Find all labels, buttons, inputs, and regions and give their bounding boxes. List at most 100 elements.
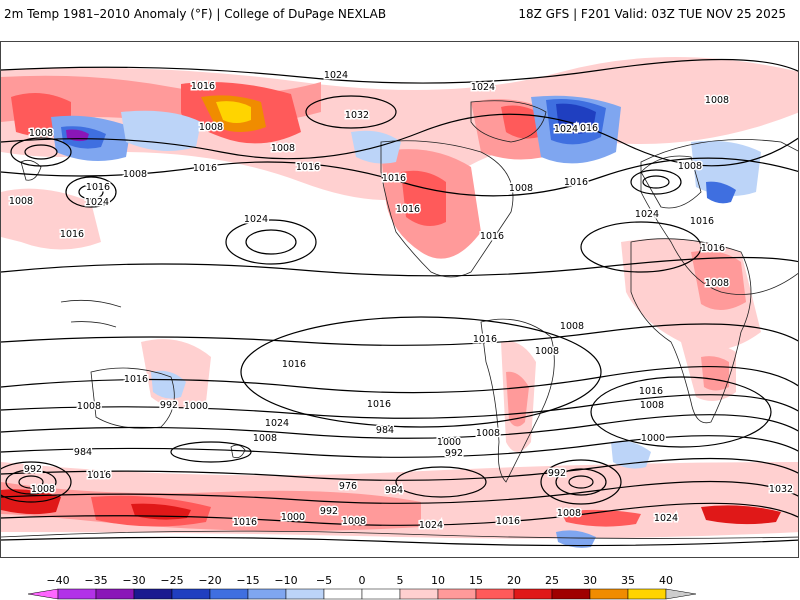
isobar-label: 1016: [480, 231, 504, 242]
colorbar-tick-label: −35: [84, 574, 108, 587]
coastline-north-america: [380, 140, 514, 278]
isobar-line: [1, 113, 798, 167]
isobar-label: 1016: [396, 204, 420, 215]
anomaly-region-hottest: [216, 101, 251, 123]
colorbar-scale: [27, 588, 697, 600]
isobar-line: [1, 480, 798, 504]
isobar-line: [1, 58, 798, 84]
isobar-line: [1, 536, 798, 547]
isobar-closed-contour: [10, 137, 72, 167]
anomaly-region-cool: [611, 440, 651, 469]
isobar-label: 1008: [640, 400, 664, 411]
isobar-label: 1008: [31, 484, 55, 495]
colorbar-swatch: [513, 588, 553, 600]
isobar-closed-contour: [245, 229, 297, 255]
isobar-label: 1008: [123, 169, 147, 180]
isobar-closed-contour: [24, 144, 58, 160]
isobar-label: 1008: [535, 346, 559, 357]
isobar-label: 1008: [560, 321, 584, 332]
colorbar-tick-label: −5: [315, 574, 333, 587]
colorbar-tick-label: 10: [431, 574, 445, 587]
coastline-australia: [90, 367, 175, 429]
isobar-label: 1024: [324, 70, 348, 81]
isobar-label: 1024: [419, 520, 443, 531]
anomaly-map-svg: 1016 1024 1016 1008 1032 1024 1008 1008 1008 1016…: [1, 57, 798, 548]
anomaly-region-warm: [701, 356, 729, 391]
isobar-label: 1016: [191, 81, 215, 92]
isobar-closed-contour: [305, 95, 397, 129]
isobar-label: 1016: [60, 229, 84, 240]
colorbar-tick-label: −25: [160, 574, 184, 587]
colorbar-swatch: [57, 588, 97, 600]
isobar-label: 1008: [509, 183, 533, 194]
colorbar-swatch: [627, 588, 667, 600]
colorbar-swatch: [437, 588, 477, 600]
coastline-asia: [640, 139, 798, 295]
isobar-line: [1, 256, 798, 277]
isobar-label: 1000: [281, 512, 305, 523]
isobar-line: [1, 394, 798, 419]
isobar-lines: [1, 58, 798, 547]
isobar-label: 1024: [654, 513, 678, 524]
isobar-label: 992: [548, 468, 566, 479]
colorbar-tick-label: −10: [274, 574, 298, 587]
coastlines: [1, 100, 798, 539]
isobar-closed-contour: [580, 221, 702, 273]
isobar-label: 1016: [564, 177, 588, 188]
anomaly-region-cool: [151, 370, 186, 399]
isobar-label: 1024: [471, 82, 495, 93]
isobar-closed-contour: [630, 169, 682, 195]
isobar-closed-contour: [78, 184, 104, 200]
model-valid-time: 18Z GFS | F201 Valid: 03Z TUE NOV 25 202…: [518, 7, 786, 21]
colorbar-swatch: [209, 588, 249, 600]
isobar-closed-contour: [5, 469, 57, 495]
anomaly-region-warm: [701, 505, 781, 525]
colorbar-swatch: [95, 588, 135, 600]
isobar-closed-contour: [568, 475, 594, 489]
colorbar-tick-label: 20: [507, 574, 521, 587]
header: 2m Temp 1981–2010 Anomaly (°F) | College…: [0, 0, 800, 40]
colorbar-tick-label: −40: [46, 574, 70, 587]
isobar-label: 984: [376, 425, 394, 436]
coastline-antarctica: [1, 530, 798, 539]
isobar-label: 1008: [678, 161, 702, 172]
isobar-label: 1024: [635, 209, 659, 220]
coastline-greenland: [470, 100, 547, 143]
anomaly-region-cool: [556, 103, 596, 134]
isobar-label: 1016: [233, 517, 257, 528]
isobar-label: 1016: [296, 162, 320, 173]
isobar-label: 1024: [265, 418, 289, 429]
coastline-africa: [630, 238, 752, 424]
isobar-label: 1016: [701, 243, 725, 254]
isobar-line: [1, 366, 798, 394]
isobar-label: 992: [160, 400, 178, 411]
isobar-label: 1032: [345, 110, 369, 121]
isobar-closed-contour: [540, 459, 622, 505]
colorbar-under-arrow: [27, 588, 59, 600]
coastline-south-america: [480, 318, 555, 483]
map-title: 2m Temp 1981–2010 Anomaly (°F) | College…: [4, 7, 387, 21]
anomaly-region-cool: [706, 181, 736, 204]
coastline-new-zealand: [230, 444, 246, 459]
isobar-label: 1008: [29, 128, 53, 139]
colorbar-tick-label: −15: [236, 574, 260, 587]
isobar-label: 1024: [85, 197, 109, 208]
colorbar-swatch: [475, 588, 515, 600]
isobar-label: 1016: [86, 182, 110, 193]
colorbar-tick-label: 40: [659, 574, 673, 587]
colorbar-swatch: [247, 588, 287, 600]
isobar-label: 1016: [382, 173, 406, 184]
isobar-label: 992: [320, 506, 338, 517]
anomaly-shading: [1, 57, 798, 548]
isobar-line: [1, 323, 798, 346]
world-map[interactable]: 1016 1024 1016 1008 1032 1024 1008 1008 1008 1016…: [0, 41, 799, 558]
colorbar-swatch: [589, 588, 629, 600]
isobar-closed-contour: [240, 316, 602, 428]
isobar-label: 1016: [282, 359, 306, 370]
isobar-label: 1008: [199, 122, 223, 133]
isobar-label: 1016: [473, 334, 497, 345]
isobar-label: 1008: [705, 95, 729, 106]
isobar-label: 984: [385, 485, 403, 496]
isobar-label: 1024: [554, 124, 578, 135]
isobar-closed-contour: [1, 461, 72, 503]
